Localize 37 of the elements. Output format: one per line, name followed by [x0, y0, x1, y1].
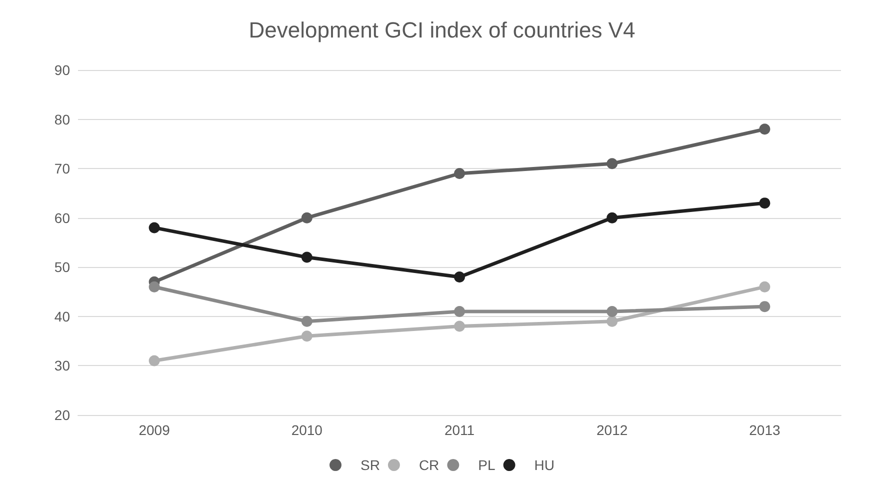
point [454, 320, 465, 332]
legend-label: SR [360, 457, 380, 473]
y-tick-label: 30 [54, 358, 70, 374]
x-tick-label: 2012 [596, 422, 628, 438]
y-tick-label: 40 [54, 308, 70, 324]
point [759, 198, 770, 209]
point [759, 124, 770, 135]
point [606, 212, 618, 224]
point [454, 272, 465, 282]
legend-label: HU [534, 457, 555, 473]
point [148, 281, 160, 292]
point [301, 316, 312, 327]
point [759, 281, 770, 292]
point [759, 301, 770, 312]
y-tick-label: 80 [54, 111, 70, 128]
x-tick-label: 2010 [291, 422, 323, 438]
point [454, 168, 465, 179]
point [454, 306, 465, 317]
y-tick-label: 90 [54, 62, 70, 78]
x-tick-label: 2009 [138, 422, 170, 438]
y-tick-label: 70 [54, 160, 70, 177]
legend-label: PL [478, 457, 496, 473]
x-tick-label: 2011 [444, 422, 475, 438]
y-tick-label: 50 [54, 259, 70, 276]
point [148, 222, 160, 234]
point [301, 212, 312, 224]
chart-title: Development GCI index of countries V4 [248, 18, 636, 42]
y-tick-label: 60 [54, 210, 70, 226]
point [301, 330, 312, 342]
point [606, 158, 618, 170]
legend-label: CR [418, 457, 440, 473]
x-tick-label: 2013 [749, 422, 780, 438]
y-tick-label: 20 [54, 407, 70, 423]
point [148, 355, 160, 366]
point [606, 306, 618, 317]
point [606, 316, 618, 327]
point [301, 252, 312, 263]
